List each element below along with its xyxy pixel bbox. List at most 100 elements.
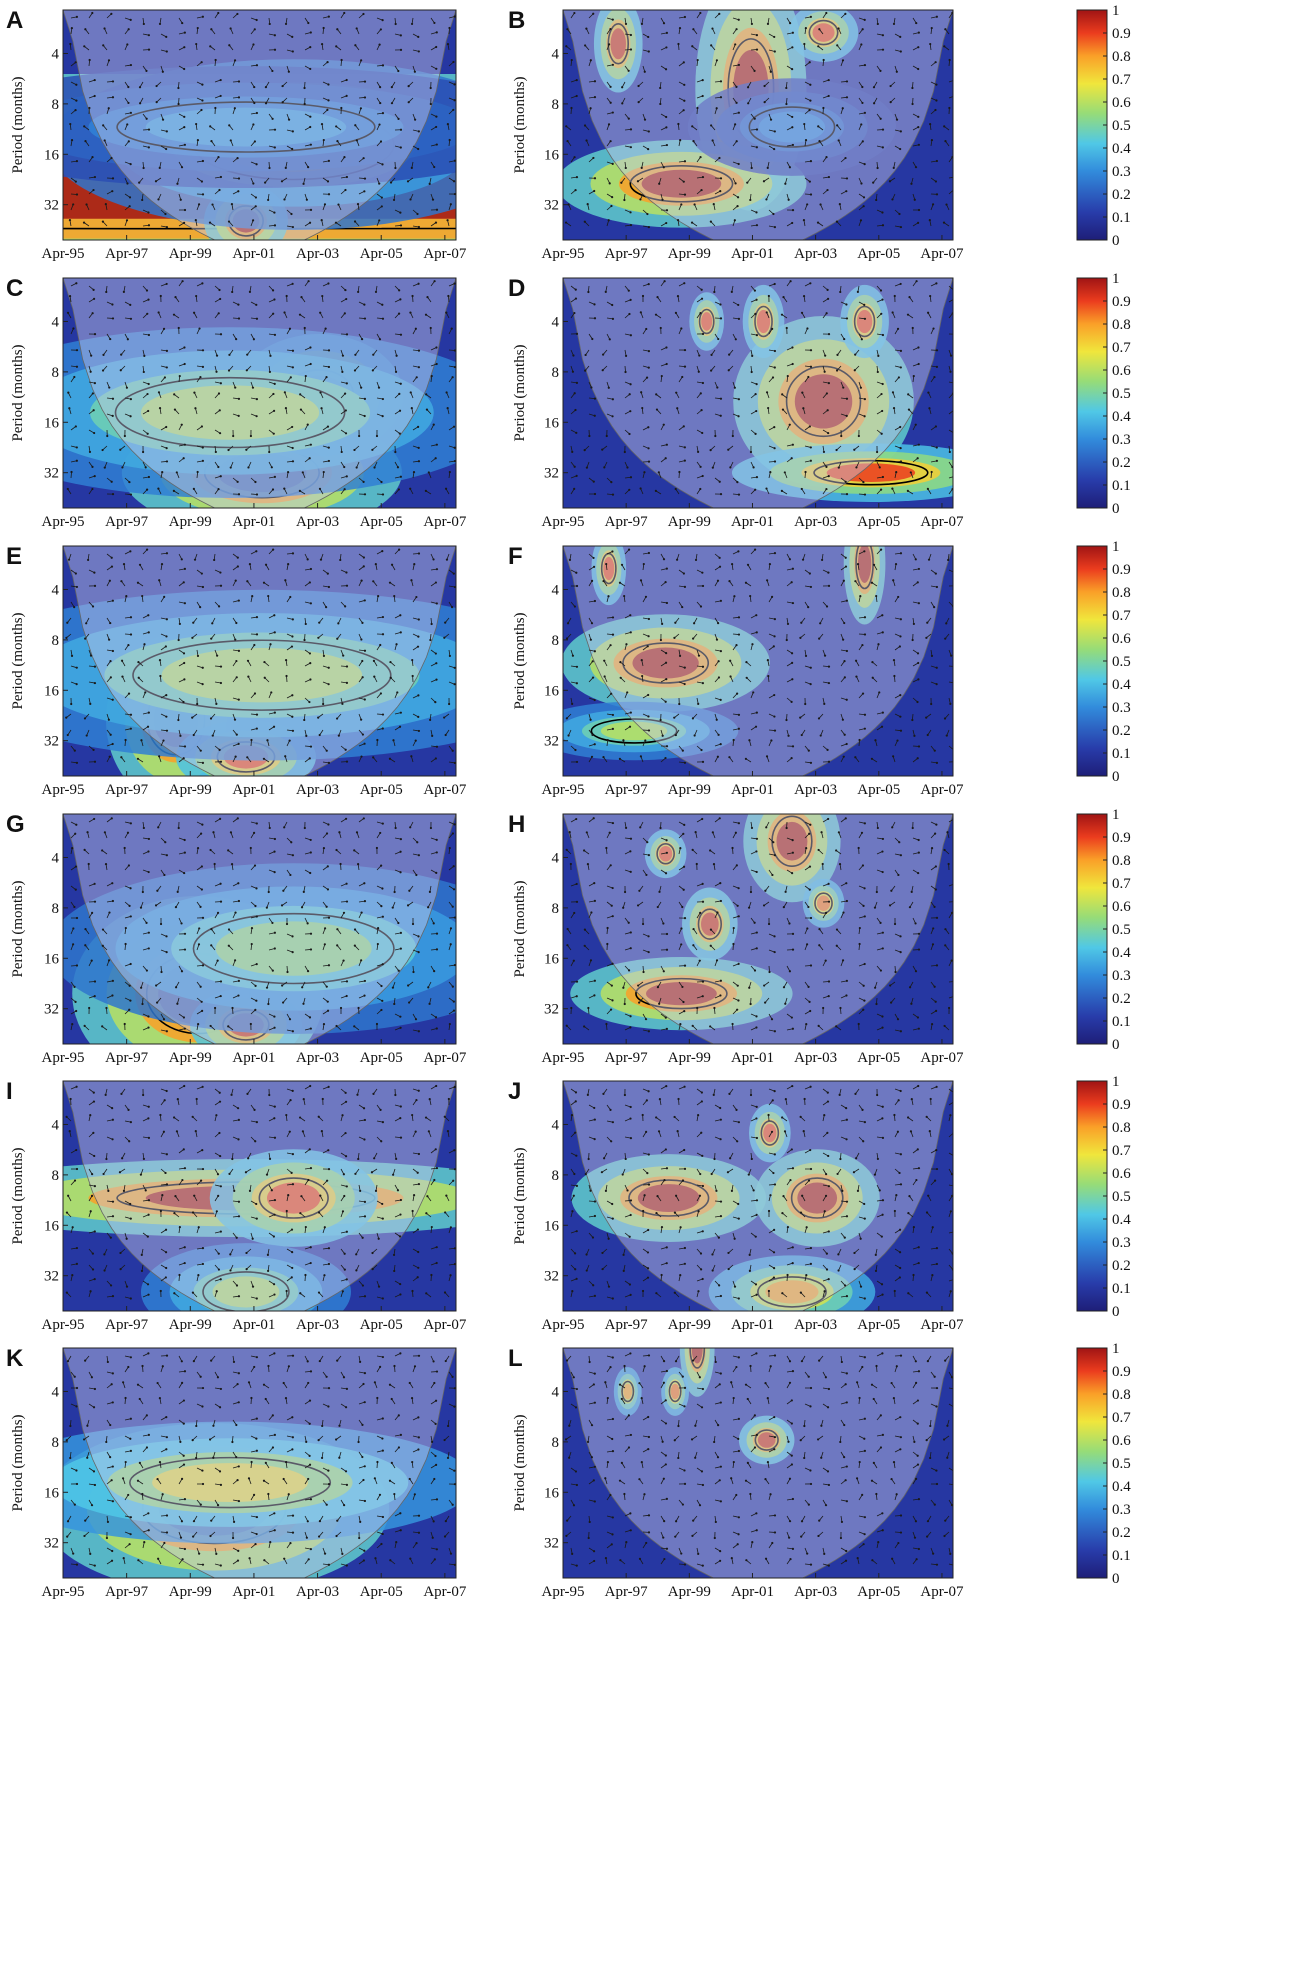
colorbar-tick-label: 1 (1112, 271, 1120, 287)
significance-contour (628, 1179, 710, 1217)
y-tick-label: 32 (44, 1269, 59, 1285)
power-region (646, 981, 717, 1006)
cone-of-influence (563, 814, 953, 1044)
colorbar-tick-label: 0.6 (1112, 1433, 1131, 1449)
y-tick-label: 4 (52, 1384, 60, 1400)
panel-letter: H (508, 811, 525, 838)
power-region (856, 309, 873, 334)
x-tick-label: Apr-07 (920, 1584, 964, 1600)
x-tick-label: Apr-03 (794, 782, 837, 798)
significance-contour (192, 912, 395, 985)
significance-contour (635, 977, 728, 1010)
cone-of-influence (563, 1081, 953, 1311)
colorbar: 1 0.9 0.8 0.7 0.6 0.5 0.4 0.3 0.2 0.1 0 (1076, 807, 1131, 1053)
x-tick-label: Apr-97 (605, 1050, 649, 1066)
y-tick-label: 32 (544, 198, 559, 214)
x-tick-label: Apr-05 (857, 1584, 900, 1600)
x-tick-label: Apr-05 (360, 514, 403, 530)
y-tick-label: 8 (52, 1168, 60, 1184)
colorbar-tick-label: 0.2 (1112, 1525, 1131, 1541)
colorbar-tick-label: 0.9 (1112, 26, 1131, 42)
y-tick-label: 8 (552, 1168, 560, 1184)
x-tick-label: Apr-95 (41, 1050, 84, 1066)
x-tick-label: Apr-07 (423, 782, 467, 798)
x-tick-label: Apr-95 (41, 1317, 84, 1333)
colorbar-tick-label: 0.9 (1112, 830, 1131, 846)
colorbar-tick-label: 0.1 (1112, 1281, 1131, 1297)
colorbar-tick-label: 0.4 (1112, 1212, 1131, 1228)
phase-arrows (65, 1084, 456, 1300)
significance-contour (814, 892, 833, 914)
colorbar: 1 0.9 0.8 0.7 0.6 0.5 0.4 0.3 0.2 0.1 0 (1076, 271, 1131, 517)
y-tick-label: 16 (44, 147, 60, 163)
colorbar-tick-label: 0.9 (1112, 1364, 1131, 1380)
y-tick-label: 32 (44, 466, 59, 482)
x-tick-label: Apr-99 (668, 1050, 711, 1066)
x-tick-label: Apr-95 (41, 246, 84, 262)
x-tick-label: Apr-05 (857, 1050, 900, 1066)
panel-c: 4 8 16 32 Apr-95 Apr-97 Apr-99 Apr-01 Apr-03 Apr-… (6, 275, 626, 530)
colorbar-tick-label: 0.3 (1112, 1502, 1131, 1518)
power-region (600, 721, 668, 741)
x-tick-label: Apr-07 (920, 1050, 964, 1066)
cone-of-influence (63, 546, 456, 776)
colorbar-tick-label: 0.3 (1112, 968, 1131, 984)
colorbar-tick-label: 0.8 (1112, 1387, 1131, 1403)
phase-arrows (65, 548, 456, 765)
x-tick-label: Apr-99 (169, 1317, 212, 1333)
y-axis-label: Period (months) (512, 76, 528, 173)
significance-contour (590, 718, 678, 744)
significance-contour (656, 842, 675, 865)
significance-contour (129, 1456, 332, 1509)
y-tick-label: 16 (544, 951, 560, 967)
x-tick-label: Apr-95 (541, 1317, 584, 1333)
colorbar-tick-label: 1 (1112, 1074, 1120, 1090)
y-tick-label: 32 (44, 1002, 59, 1018)
colorbar-tick-label: 0.6 (1112, 363, 1131, 379)
y-tick-label: 16 (44, 683, 60, 699)
y-axis-label: Period (months) (512, 880, 528, 977)
y-tick-label: 16 (44, 951, 60, 967)
x-tick-label: Apr-95 (541, 514, 584, 530)
phase-arrows (66, 280, 456, 496)
colorbar-tick-label: 0.8 (1112, 1120, 1131, 1136)
x-tick-label: Apr-05 (360, 1584, 403, 1600)
panel-letter: D (508, 275, 525, 302)
x-tick-label: Apr-03 (296, 1317, 339, 1333)
panel-d: 4 8 16 32 Apr-95 Apr-97 Apr-99 Apr-01 Apr-03 Apr-… (508, 271, 1131, 530)
y-tick-label: 32 (544, 1269, 559, 1285)
cone-of-influence (63, 278, 456, 508)
colorbar-tick-label: 0.3 (1112, 164, 1131, 180)
y-axis-label: Period (months) (10, 76, 26, 173)
y-tick-label: 4 (52, 850, 60, 866)
power-region (266, 1182, 321, 1214)
x-tick-label: Apr-01 (731, 1317, 774, 1333)
y-axis-label: Period (months) (512, 612, 528, 709)
y-axis-label: Period (months) (10, 344, 26, 441)
x-tick-label: Apr-95 (541, 782, 584, 798)
panel-l: 4 8 16 32 Apr-95 Apr-97 Apr-99 Apr-01 Apr-03 Apr-… (508, 1341, 1131, 1600)
y-tick-label: 32 (44, 734, 59, 750)
x-tick-label: Apr-01 (731, 514, 774, 530)
colorbar-tick-label: 0 (1112, 1037, 1120, 1053)
significance-contour (114, 376, 346, 449)
plot-frame (562, 545, 954, 777)
plot-frame (562, 277, 954, 509)
panel-letter: J (508, 1078, 521, 1105)
x-tick-label: Apr-05 (857, 1317, 900, 1333)
colorbar-tick-label: 0.8 (1112, 853, 1131, 869)
x-tick-label: Apr-03 (794, 1584, 837, 1600)
colorbar-tick-label: 1 (1112, 1341, 1120, 1357)
significance-contour (258, 1177, 329, 1219)
colorbar-tick-label: 0.7 (1112, 1143, 1131, 1159)
power-region (797, 1182, 838, 1214)
colorbar-tick-label: 0.6 (1112, 1166, 1131, 1182)
power-region (603, 556, 615, 581)
significance-contour (754, 305, 773, 338)
colorbar-tick-label: 0.4 (1112, 409, 1131, 425)
significance-contour (698, 308, 715, 335)
colorbar-tick-label: 0.2 (1112, 1258, 1131, 1274)
x-tick-label: Apr-01 (232, 514, 275, 530)
x-tick-label: Apr-05 (360, 246, 403, 262)
